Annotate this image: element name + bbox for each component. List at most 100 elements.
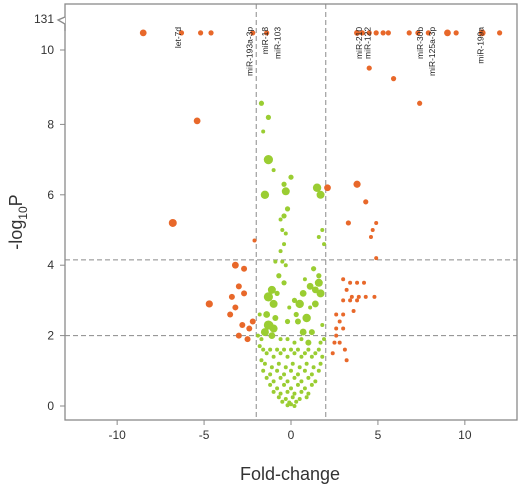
nonsignificant-point bbox=[282, 242, 287, 247]
significant-point bbox=[337, 319, 342, 324]
x-tick-label: 10 bbox=[458, 428, 472, 442]
nonsignificant-point bbox=[299, 289, 307, 297]
plot-frame bbox=[64, 3, 518, 421]
significant-point bbox=[363, 199, 369, 205]
nonsignificant-point bbox=[269, 324, 278, 333]
nonsignificant-point bbox=[314, 278, 323, 287]
significant-point bbox=[344, 287, 349, 292]
nonsignificant-point bbox=[320, 323, 325, 328]
significant-point bbox=[250, 30, 256, 36]
nonsignificant-point bbox=[290, 361, 295, 366]
significant-point bbox=[334, 312, 339, 317]
nonsignificant-point bbox=[288, 174, 294, 180]
significant-point bbox=[241, 290, 248, 297]
nonsignificant-point bbox=[320, 354, 325, 359]
nonsignificant-point bbox=[295, 347, 300, 352]
nonsignificant-point bbox=[271, 389, 276, 394]
nonsignificant-point bbox=[285, 379, 290, 384]
nonsignificant-point bbox=[276, 395, 281, 400]
significant-point bbox=[341, 277, 346, 282]
nonsignificant-point bbox=[291, 297, 298, 303]
significant-point bbox=[341, 298, 346, 303]
mirna-label: let-7d bbox=[173, 27, 183, 49]
significant-point bbox=[370, 228, 375, 232]
nonsignificant-point bbox=[318, 340, 323, 345]
significant-point bbox=[241, 265, 248, 272]
nonsignificant-point bbox=[262, 361, 267, 366]
nonsignificant-point bbox=[278, 249, 283, 254]
nonsignificant-point bbox=[316, 190, 325, 199]
nonsignificant-point bbox=[292, 351, 297, 356]
significant-point bbox=[208, 30, 214, 36]
significant-point bbox=[356, 294, 361, 299]
nonsignificant-point bbox=[275, 368, 280, 373]
nonsignificant-point bbox=[299, 328, 307, 336]
significant-point bbox=[444, 29, 451, 37]
significant-point bbox=[341, 312, 346, 317]
y-tick-label: 8 bbox=[47, 117, 54, 131]
nonsignificant-point bbox=[280, 399, 285, 404]
nonsignificant-point bbox=[285, 389, 290, 394]
significant-point bbox=[334, 326, 339, 331]
nonsignificant-point bbox=[297, 396, 302, 401]
nonsignificant-point bbox=[311, 266, 317, 272]
nonsignificant-point bbox=[302, 277, 307, 282]
nonsignificant-point bbox=[268, 372, 273, 377]
nonsignificant-point bbox=[278, 375, 283, 380]
nonsignificant-point bbox=[271, 168, 276, 173]
nonsignificant-point bbox=[271, 379, 276, 384]
nonsignificant-point bbox=[316, 368, 321, 373]
x-tick-label: 0 bbox=[288, 428, 295, 442]
threshold-lines bbox=[65, 4, 517, 420]
nonsignificant-point bbox=[281, 213, 287, 219]
nonsignificant-point bbox=[320, 228, 325, 232]
nonsignificant-point bbox=[309, 382, 314, 387]
nonsignificant-point bbox=[292, 340, 297, 345]
significant-point bbox=[497, 30, 503, 36]
significant-point bbox=[334, 333, 339, 338]
significant-point bbox=[478, 29, 486, 37]
nonsignificant-point bbox=[260, 190, 270, 199]
nonsignificant-point bbox=[263, 155, 273, 165]
nonsignificant-point bbox=[283, 263, 288, 268]
significant-point bbox=[228, 293, 235, 300]
nonsignificant-point bbox=[281, 181, 287, 187]
mirna-label: miR-103 bbox=[272, 27, 282, 59]
nonsignificant-point bbox=[313, 379, 318, 384]
nonsignificant-point bbox=[273, 259, 278, 264]
significant-point bbox=[205, 300, 213, 308]
significant-point bbox=[337, 340, 342, 345]
nonsignificant-point bbox=[259, 337, 264, 342]
nonsignificant-point bbox=[261, 347, 266, 352]
nonsignificant-point bbox=[306, 375, 311, 380]
mirna-label: miR-125a-3p bbox=[427, 27, 437, 76]
nonsignificant-point bbox=[274, 290, 280, 296]
significant-point bbox=[372, 294, 377, 299]
nonsignificant-point bbox=[311, 300, 319, 308]
nonsignificant-point bbox=[263, 292, 273, 302]
nonsignificant-point bbox=[299, 379, 304, 384]
nonsignificant-point bbox=[282, 382, 287, 387]
nonsignificant-point bbox=[280, 228, 285, 232]
nonsignificant-point bbox=[285, 354, 290, 359]
nonsignificant-point bbox=[304, 395, 309, 400]
significant-point bbox=[380, 30, 386, 36]
nonsignificant-point bbox=[294, 399, 299, 404]
significant-point bbox=[359, 30, 365, 36]
nonsignificant-point bbox=[284, 206, 291, 212]
nonsignificant-point bbox=[299, 354, 304, 359]
significant-point bbox=[366, 30, 372, 36]
x-axis-title: Fold-change bbox=[240, 464, 340, 484]
nonsignificant-point bbox=[264, 351, 269, 356]
significant-point bbox=[363, 294, 368, 299]
nonsignificant-point bbox=[282, 372, 287, 377]
nonsignificant-point bbox=[309, 372, 314, 377]
mirna-label: miR-122 bbox=[363, 27, 373, 59]
significant-point bbox=[353, 180, 361, 188]
nonsignificant-point bbox=[309, 354, 314, 359]
nonsignificant-point bbox=[318, 361, 323, 366]
nonsignificant-point bbox=[313, 351, 318, 356]
nonsignificant-point bbox=[278, 351, 283, 356]
significant-point bbox=[354, 29, 361, 36]
significant-point bbox=[345, 220, 351, 226]
